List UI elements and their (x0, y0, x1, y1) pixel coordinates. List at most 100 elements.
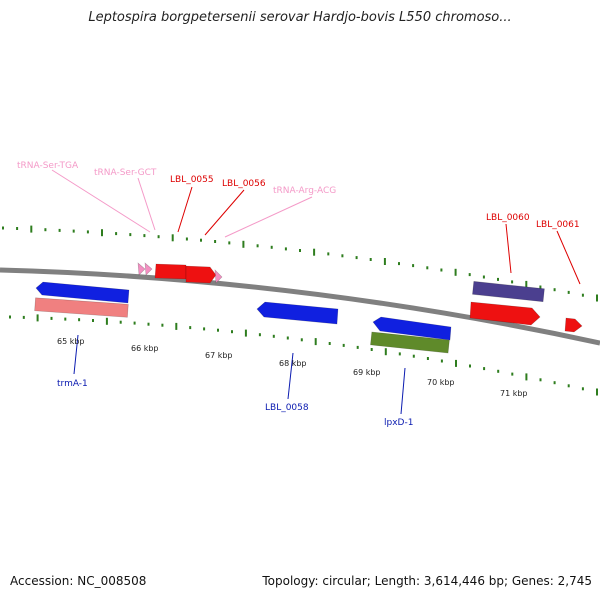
leader-trna-ser-gct (137, 177, 156, 231)
outer-tick (553, 288, 556, 292)
inner-tick (567, 384, 570, 388)
outer-tick (101, 229, 103, 237)
label-trna-ser-tga: tRNA-Ser-TGA (17, 161, 79, 171)
outer-tick (185, 237, 188, 241)
outer-tick (284, 247, 287, 251)
inner-tick (175, 322, 178, 330)
label-leaders (51, 169, 581, 415)
outer-tick (58, 228, 61, 232)
outer-tick (539, 285, 542, 289)
outer-tick (44, 228, 47, 232)
leader-lbl-0060 (505, 223, 512, 274)
outer-tick (412, 264, 415, 268)
inner-tick (539, 378, 542, 382)
inner-tick (36, 314, 39, 322)
inner-tick (469, 364, 471, 368)
outer-tick (341, 254, 344, 258)
outer-tick (30, 225, 33, 233)
outer-tick (313, 248, 316, 256)
outer-tick (16, 227, 19, 230)
leader-trma-1 (73, 334, 79, 375)
inner-tick (483, 367, 486, 371)
trna-arg-acg-arrow (214, 269, 223, 284)
outer-tick (157, 235, 160, 239)
inner-tick (119, 320, 122, 324)
outer-tick (355, 256, 358, 260)
outer-tick-track (2, 225, 598, 302)
outer-tick (228, 241, 231, 245)
leader-trna-arg-acg (224, 196, 313, 238)
inner-tick (581, 387, 584, 391)
inner-tick (203, 327, 206, 331)
outer-tick (525, 280, 528, 288)
inner-tick (217, 328, 219, 332)
trna-ser-gct-arrow (144, 262, 153, 276)
outer-tick (468, 273, 471, 277)
inner-tick (596, 388, 598, 396)
topology-stats-text: Topology: circular; Length: 3,614,446 bp… (262, 574, 592, 588)
leader-lbl-0058 (287, 352, 294, 400)
outer-tick (596, 294, 598, 302)
outer-tick (2, 226, 4, 230)
forward-strand-features (137, 262, 583, 333)
inner-tick (133, 321, 136, 325)
feature-labels: tRNA-Ser-TGA tRNA-Ser-GCT LBL_0055 LBL_0… (17, 161, 580, 428)
outer-tick (369, 258, 372, 261)
outer-tick (256, 244, 259, 248)
outer-tick (129, 233, 132, 237)
label-trma-1: trmA-1 (57, 379, 88, 389)
lbl-0060-red-gene (469, 301, 541, 326)
leader-lbl-0055 (177, 186, 193, 233)
label-lbl-0056: LBL_0056 (222, 179, 266, 189)
inner-tick (328, 342, 331, 345)
scale-label-67: 67 kbp (205, 351, 233, 360)
lbl-0058-gene (256, 301, 339, 325)
outer-tick (214, 240, 217, 243)
outer-tick (200, 238, 202, 242)
inner-tick (258, 333, 261, 337)
accession-text: Accession: NC_008508 (10, 574, 147, 588)
chromosome-backbone (0, 267, 600, 346)
outer-tick (171, 234, 174, 242)
inner-tick (300, 338, 303, 342)
outer-tick (398, 262, 400, 266)
map-title: Leptospira borgpetersenii serovar Hardjo… (88, 10, 512, 25)
inner-tick (497, 369, 500, 373)
outer-tick (383, 258, 386, 265)
scale-label-70: 70 kbp (427, 378, 455, 387)
inner-tick (455, 359, 457, 367)
lpxd-1-olive-bar (370, 331, 450, 354)
leader-trna-ser-tga (51, 169, 151, 233)
outer-tick (299, 249, 301, 252)
outer-tick (497, 277, 499, 281)
outer-tick (426, 266, 429, 270)
inner-tick (314, 338, 317, 346)
inner-tick (231, 330, 233, 334)
trna-ser-tga-arrow (137, 262, 146, 276)
leader-lpxd-1 (400, 367, 406, 415)
inner-tick (525, 373, 528, 381)
trma-1-rrna-bar (34, 297, 129, 318)
inner-tick (244, 329, 247, 337)
inner-tick (412, 354, 415, 358)
label-trna-arg-acg: tRNA-Arg-ACG (273, 186, 336, 196)
scale-label-68: 68 kbp (279, 359, 307, 368)
outer-tick (511, 280, 514, 284)
label-trna-ser-gct: tRNA-Ser-GCT (94, 168, 157, 178)
reverse-strand-features (34, 281, 452, 354)
inner-tick (64, 317, 67, 321)
inner-tick (553, 381, 556, 385)
inner-tick (426, 357, 429, 360)
outer-tick (270, 245, 273, 249)
inner-tick (78, 318, 81, 322)
inner-tick (384, 348, 387, 356)
label-lbl-0061: LBL_0061 (536, 220, 580, 230)
outer-tick (482, 275, 485, 279)
inner-tick (22, 315, 25, 319)
outer-tick (581, 293, 584, 297)
inner-tick (356, 345, 359, 349)
lpxd-1-gene (372, 316, 452, 341)
label-lbl-0055: LBL_0055 (170, 175, 214, 185)
inner-tick (105, 317, 108, 325)
label-lbl-0058: LBL_0058 (265, 403, 309, 413)
